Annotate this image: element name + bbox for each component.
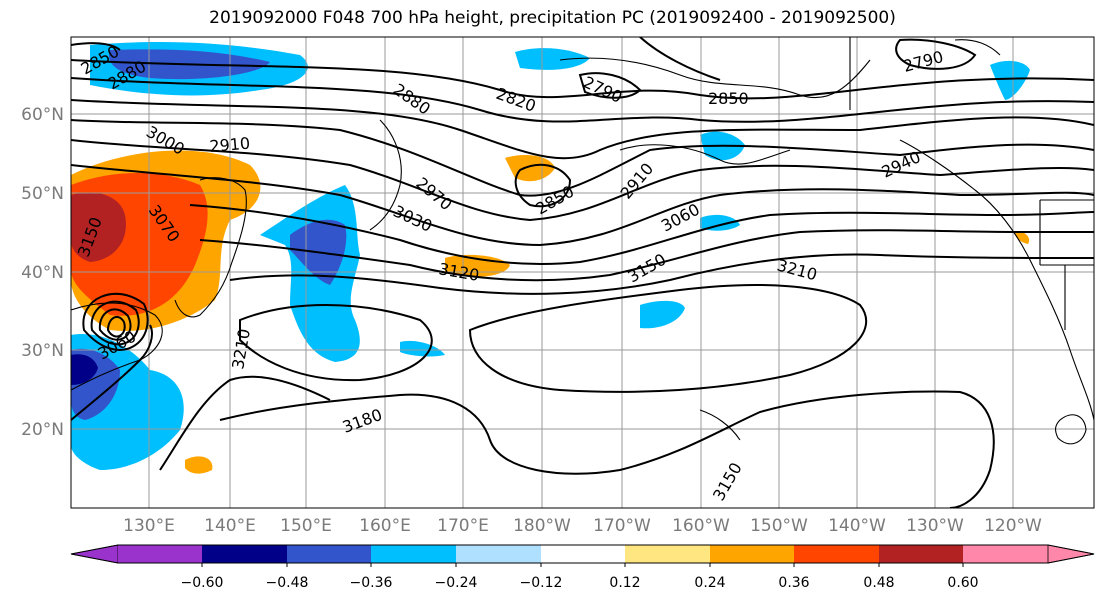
lon-label: 160°E xyxy=(359,516,411,536)
lat-label: 30°N xyxy=(21,341,64,361)
lon-label: 180°W xyxy=(513,516,571,536)
colorbar-tick-label: −0.36 xyxy=(350,575,393,591)
lat-label: 60°N xyxy=(21,105,64,125)
colorbar-tick-label: −0.12 xyxy=(520,575,563,591)
colorbar-segment xyxy=(710,545,794,563)
lon-label: 120°W xyxy=(984,516,1042,536)
lon-label: 130°E xyxy=(123,516,175,536)
colorbar xyxy=(70,544,1095,567)
lon-label: 130°W xyxy=(906,516,964,536)
colorbar-segment xyxy=(202,545,287,563)
colorbar-outline xyxy=(70,544,1095,564)
colorbar-tick-label: 0.12 xyxy=(609,575,640,591)
colorbar-tick-label: −0.60 xyxy=(181,575,224,591)
lon-label: 170°E xyxy=(437,516,489,536)
lat-label: 40°N xyxy=(21,263,64,283)
contour-label: 2850 xyxy=(708,89,749,108)
colorbar-segment xyxy=(794,545,879,563)
colorbar-tick-label: 0.24 xyxy=(694,575,725,591)
colorbar-segment xyxy=(541,545,625,563)
lon-label: 150°E xyxy=(280,516,332,536)
colorbar-ticks: −0.60 −0.48 −0.36 −0.24 −0.12 0.12 0.24 … xyxy=(181,575,979,591)
map-title: 2019092000 F048 700 hPa height, precipit… xyxy=(209,8,896,28)
map-area: 2850 2880 3000 2910 2880 2820 2790 2850 … xyxy=(71,37,1094,508)
map-frame xyxy=(70,36,1095,509)
colorbar-extend-low xyxy=(70,544,119,564)
colorbar-tick-label: 0.60 xyxy=(947,575,978,591)
colorbar-segment xyxy=(625,545,710,563)
colorbar-segment xyxy=(287,545,371,563)
colorbar-tick-label: −0.48 xyxy=(266,575,309,591)
colorbar-tick-label: 0.48 xyxy=(863,575,894,591)
longitude-labels: 130°E 140°E 150°E 160°E 170°E 180°W 170°… xyxy=(123,516,1042,536)
colorbar-segment xyxy=(879,545,963,563)
colorbar-segment xyxy=(456,545,541,563)
lat-label: 50°N xyxy=(21,184,64,204)
colorbar-tick-label: −0.24 xyxy=(435,575,478,591)
lon-label: 160°W xyxy=(672,516,730,536)
colorbar-extend-high xyxy=(1047,544,1095,564)
lat-label: 20°N xyxy=(21,420,64,440)
contour-label: 2910 xyxy=(209,134,251,156)
colorbar-segment xyxy=(963,545,1048,563)
colorbar-segment xyxy=(371,545,456,563)
lon-label: 140°W xyxy=(828,516,886,536)
height-contours xyxy=(71,37,1094,508)
lon-label: 170°W xyxy=(593,516,651,536)
lon-label: 150°W xyxy=(750,516,808,536)
latitude-labels: 60°N 50°N 40°N 30°N 20°N xyxy=(21,105,64,440)
lon-label: 140°E xyxy=(204,516,256,536)
colorbar-segment xyxy=(118,545,202,563)
colorbar-tick-label: 0.36 xyxy=(778,575,809,591)
